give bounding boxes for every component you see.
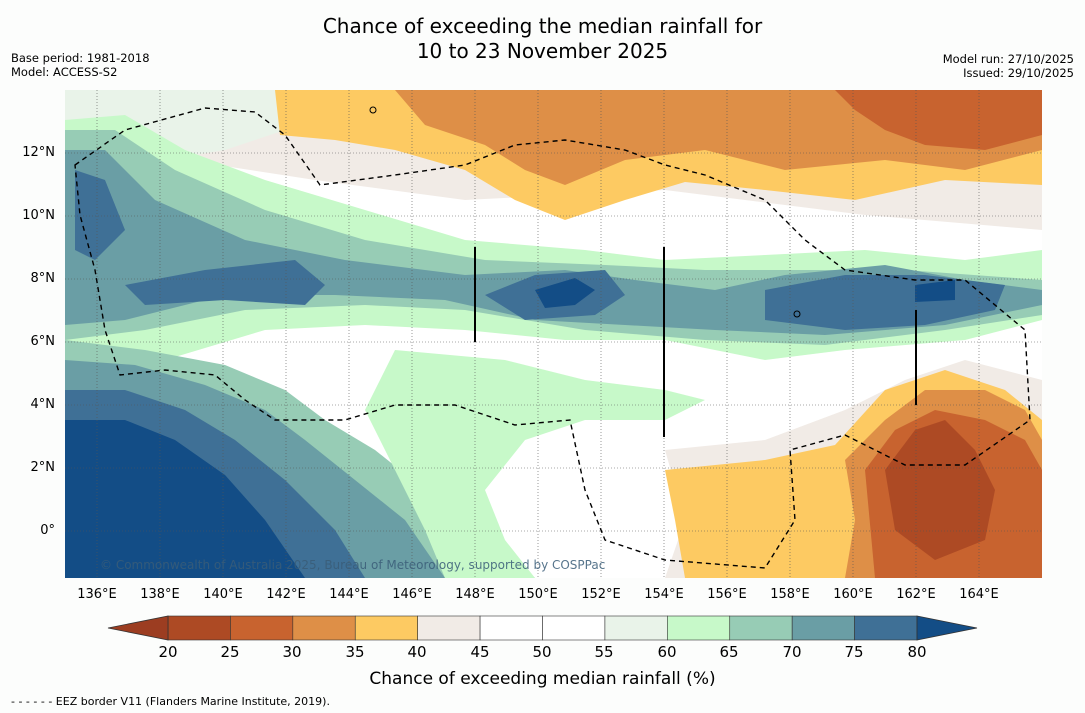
darkblue-blob-150e [535,278,595,308]
colorbar-segment [479,615,543,641]
lon-label-162e: 162°E [896,587,936,602]
colorbar-segment [854,615,918,641]
cbar-tick-20: 20 [158,643,178,661]
rainfall-map [65,90,1042,578]
cbar-tick-55: 55 [594,643,614,661]
colorbar-segment [791,615,855,641]
lon-label-144e: 144°E [329,587,369,602]
base-period: Base period: 1981-2018 [11,51,150,65]
lat-label-2n: 2°N [30,460,56,475]
cbar-tick-80: 80 [907,643,927,661]
eez-path [74,107,1031,569]
lon-label-140e: 140°E [203,587,243,602]
eez-legend-footer: - - - - - - EEZ border V11 (Flanders Mar… [11,695,330,708]
colorbar-segment [729,615,793,641]
lat-label-12n: 12°N [22,145,55,160]
colorbar-segment [230,615,294,641]
colorbar-over-arrow [916,615,978,641]
meta-left: Base period: 1981-2018 Model: ACCESS-S2 [11,51,150,79]
lon-label-136e: 136°E [77,587,117,602]
title-line-2: 10 to 23 November 2025 [416,39,669,63]
dry-zone-north-darkorange [835,90,1042,150]
colorbar-segment [417,615,481,641]
colorbar-segment [292,615,356,641]
lat-label-10n: 10°N [22,208,55,223]
cbar-tick-30: 30 [282,643,302,661]
boundary-lines [474,247,917,437]
lat-label-8n: 8°N [30,271,56,286]
lon-label-158e: 158°E [770,587,810,602]
darkblue-blob-162e [915,280,955,302]
eez-border [74,107,1031,569]
cbar-tick-25: 25 [220,643,240,661]
dry-zone-southeast-red [885,420,995,560]
map-svg [65,90,1042,578]
cbar-tick-70: 70 [782,643,802,661]
colorbar-segment [167,615,231,641]
lon-label-152e: 152°E [581,587,621,602]
cbar-tick-60: 60 [657,643,677,661]
lon-label-156e: 156°E [707,587,747,602]
green-south [365,350,705,578]
lon-label-160e: 160°E [833,587,873,602]
colorbar-segment [604,615,668,641]
cbar-tick-35: 35 [345,643,365,661]
model-run: Model run: 27/10/2025 [942,52,1074,66]
lat-label-0: 0° [40,523,55,538]
copyright-text: © Commonwealth of Australia 2025, Bureau… [100,558,606,572]
lat-label-6n: 6°N [30,334,56,349]
darkblue-south [65,420,305,578]
blue-blob-west [75,170,125,260]
colorbar-segment [667,615,731,641]
model-name: Model: ACCESS-S2 [11,65,118,79]
issued-date: Issued: 29/10/2025 [963,66,1074,80]
lon-label-150e: 150°E [518,587,558,602]
lon-label-154e: 154°E [644,587,684,602]
map-title: Chance of exceeding the median rainfall … [0,14,1085,64]
title-line-1: Chance of exceeding the median rainfall … [322,14,763,38]
colorbar-under-arrow [107,615,169,641]
island-marker-2 [793,310,801,318]
lat-label-4n: 4°N [30,397,56,412]
cbar-tick-75: 75 [844,643,864,661]
lon-label-164e: 164°E [959,587,999,602]
colorbar-segment [542,615,606,641]
meta-right: Model run: 27/10/2025 Issued: 29/10/2025 [943,52,1074,80]
colorbar-segments [167,615,918,641]
lon-label-148e: 148°E [455,587,495,602]
lon-label-146e: 146°E [392,587,432,602]
graticule [65,90,1042,578]
cbar-tick-50: 50 [532,643,552,661]
cbar-tick-45: 45 [470,643,490,661]
island-marker-1 [369,106,377,114]
blue-blob-8n [125,260,325,305]
colorbar-segment [354,615,418,641]
lon-label-142e: 142°E [266,587,306,602]
cbar-tick-40: 40 [407,643,427,661]
colorbar [107,615,978,641]
colorbar-label: Chance of exceeding median rainfall (%) [369,669,716,689]
lon-label-138e: 138°E [140,587,180,602]
cbar-tick-65: 65 [719,643,739,661]
